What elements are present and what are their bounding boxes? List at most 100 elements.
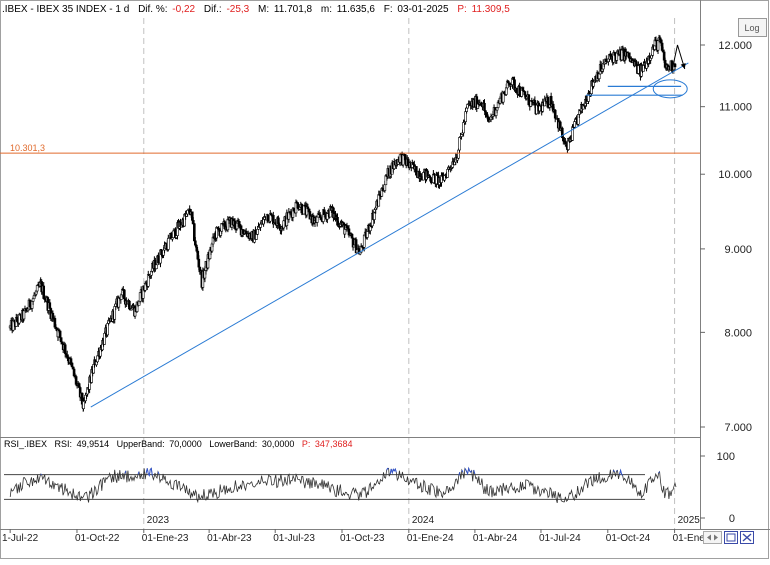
candle-body bbox=[22, 310, 26, 320]
rsi-overbought-segment bbox=[458, 472, 461, 476]
rsi-name: RSI_.IBEX bbox=[4, 439, 47, 449]
rsi-overbought-segment bbox=[386, 467, 389, 471]
forecast-arrowhead bbox=[680, 63, 686, 70]
level-label: 10.301,3 bbox=[10, 143, 45, 153]
date-label: F: bbox=[384, 4, 393, 15]
candle-body bbox=[233, 220, 237, 229]
time-axis-label: 01-Oct-22 bbox=[75, 533, 120, 544]
rsi-p-value: 347,3684 bbox=[315, 439, 353, 449]
candle-body bbox=[155, 264, 158, 270]
time-axis-label: 01-Ene-24 bbox=[407, 533, 454, 544]
candle-body bbox=[343, 229, 347, 235]
rsi-header: RSI_.IBEX RSI: 49,9514 UpperBand: 70,000… bbox=[4, 439, 352, 449]
rsi-p-label: P: bbox=[302, 439, 311, 449]
year-label: 2025 bbox=[678, 515, 701, 526]
candle-body bbox=[553, 109, 557, 119]
candle-body bbox=[315, 216, 319, 223]
rsi-line bbox=[9, 466, 677, 504]
highlight-ellipse bbox=[652, 79, 688, 99]
year-label: 2024 bbox=[412, 515, 435, 526]
candle-body bbox=[58, 330, 62, 338]
time-axis-label: 01-Jul-23 bbox=[273, 533, 315, 544]
chart-header: .IBEX - IBEX 35 INDEX - 1 d Dif. %: -0,2… bbox=[2, 4, 510, 15]
candle-body bbox=[128, 300, 131, 310]
lower-band-value: 30,0000 bbox=[262, 439, 295, 449]
rsi-overbought-segment bbox=[145, 467, 153, 477]
grid bbox=[143, 18, 676, 529]
price-axis-label: 11.000 bbox=[719, 102, 752, 114]
candle-body bbox=[653, 45, 656, 50]
time-axis-label: 01-Ene-25 bbox=[673, 533, 720, 544]
max-value: 11.701,8 bbox=[274, 4, 313, 15]
time-axis-label: 01-Oct-23 bbox=[340, 533, 385, 544]
candle-body bbox=[365, 231, 369, 238]
candle-body bbox=[96, 355, 99, 363]
close-icon[interactable] bbox=[740, 531, 754, 544]
candle-body bbox=[59, 337, 63, 343]
candle-body bbox=[673, 63, 677, 68]
candle-body bbox=[573, 121, 576, 128]
rsi-label: RSI: bbox=[55, 439, 73, 449]
candle-body bbox=[35, 285, 39, 292]
candle-body bbox=[18, 314, 21, 324]
candle-body bbox=[138, 292, 142, 302]
candle-body bbox=[255, 234, 258, 240]
time-axis-label: 01-Abr-23 bbox=[207, 533, 252, 544]
candle-body bbox=[167, 237, 170, 250]
candle-body bbox=[383, 184, 387, 191]
rsi-value: 49,9514 bbox=[77, 439, 110, 449]
price-series bbox=[8, 34, 677, 412]
time-axis-label: 01-Ene-23 bbox=[142, 533, 189, 544]
maximize-icon[interactable] bbox=[724, 531, 738, 544]
rsi-series bbox=[4, 466, 677, 504]
dif-pct-label: Dif. %: bbox=[138, 4, 167, 15]
rsi-overbought-segment bbox=[40, 473, 42, 476]
rsi-overbought-segment bbox=[389, 467, 397, 475]
log-button-label: Log bbox=[744, 23, 759, 33]
price-axis-label: 7.000 bbox=[724, 422, 752, 434]
log-button[interactable]: Log bbox=[738, 18, 767, 37]
date-value: 03-01-2025 bbox=[397, 4, 449, 15]
min-value: 11.635,6 bbox=[337, 4, 376, 15]
candle-body bbox=[197, 258, 201, 268]
rsi-overbought-segment bbox=[612, 469, 615, 473]
rsi-overbought-segment bbox=[464, 466, 473, 476]
min-label: m: bbox=[321, 4, 332, 15]
dif-pct-value: -0,22 bbox=[172, 4, 195, 15]
price-axis-label: 9.000 bbox=[724, 244, 752, 256]
candle-body bbox=[483, 102, 486, 111]
support-trendline bbox=[90, 62, 689, 408]
price-label: P: bbox=[457, 4, 466, 15]
price-axis-label: 12.000 bbox=[718, 40, 752, 52]
rsi-overbought-segment bbox=[473, 469, 476, 475]
rsi-overbought-segment bbox=[616, 469, 618, 472]
year-label: 2023 bbox=[147, 515, 170, 526]
candle-body bbox=[51, 312, 55, 319]
scroll-arrows-icon[interactable] bbox=[703, 531, 722, 544]
price-value: 11.309,5 bbox=[472, 4, 511, 15]
annotations bbox=[0, 44, 700, 408]
rsi-overbought-segment bbox=[124, 470, 127, 474]
upper-band-label: UpperBand: bbox=[117, 439, 165, 449]
time-axis-label: 1-Jul-22 bbox=[2, 533, 39, 544]
candle-body bbox=[70, 362, 74, 368]
dif-value: -25,3 bbox=[226, 4, 249, 15]
time-axis-label: 01-Abr-24 bbox=[473, 533, 518, 544]
rsi-overbought-segment bbox=[461, 469, 464, 473]
dif-label: Dif.: bbox=[204, 4, 222, 15]
rsi-overbought-segment bbox=[658, 471, 660, 474]
rsi-axis-label: 100 bbox=[717, 451, 735, 463]
rsi-overbought-segment bbox=[619, 468, 623, 476]
rsi-axis-label: 0 bbox=[729, 513, 735, 525]
candle-body bbox=[123, 289, 126, 300]
price-axis-label: 8.000 bbox=[724, 327, 752, 339]
candle-body bbox=[458, 137, 461, 151]
candle-body bbox=[63, 344, 67, 354]
candle-body bbox=[31, 298, 35, 302]
symbol-label: .IBEX - IBEX 35 INDEX - 1 d bbox=[2, 4, 129, 15]
time-axis-label: 01-Oct-24 bbox=[606, 533, 651, 544]
candle-body bbox=[259, 223, 262, 228]
